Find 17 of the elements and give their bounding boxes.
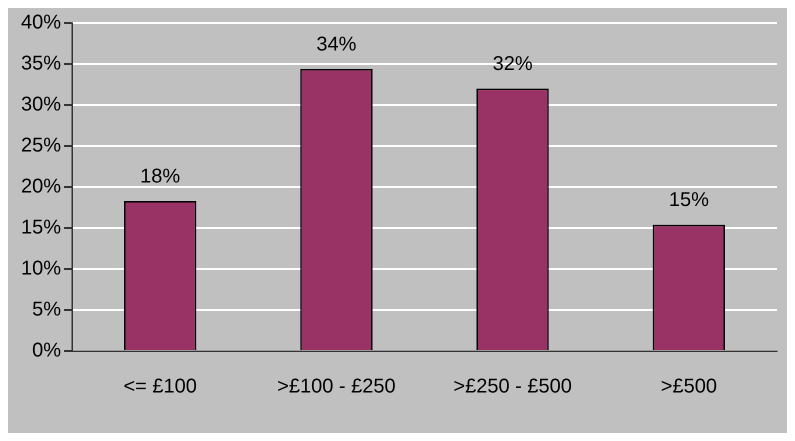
y-tick-label: 0% (32, 340, 62, 362)
y-tick-label: 10% (21, 258, 62, 280)
y-tick-label: 25% (21, 134, 62, 157)
x-tick-label: <= £100 (123, 376, 197, 398)
y-tick-label: 40% (21, 12, 62, 34)
data-label: 34% (316, 33, 357, 56)
x-tick-label: >£100 - £250 (277, 376, 396, 398)
y-tick-label: 20% (21, 176, 62, 198)
x-tick-label: >£250 - £500 (453, 376, 572, 398)
y-tick-label: 15% (21, 216, 62, 239)
data-label: 32% (492, 53, 533, 76)
y-tick-label: 30% (21, 94, 62, 116)
y-tick-label: 35% (21, 52, 62, 75)
data-label: 15% (668, 189, 710, 212)
y-tick-label: 5% (32, 298, 62, 321)
data-label: 18% (140, 165, 180, 188)
x-tick-label: >£500 (660, 376, 717, 398)
